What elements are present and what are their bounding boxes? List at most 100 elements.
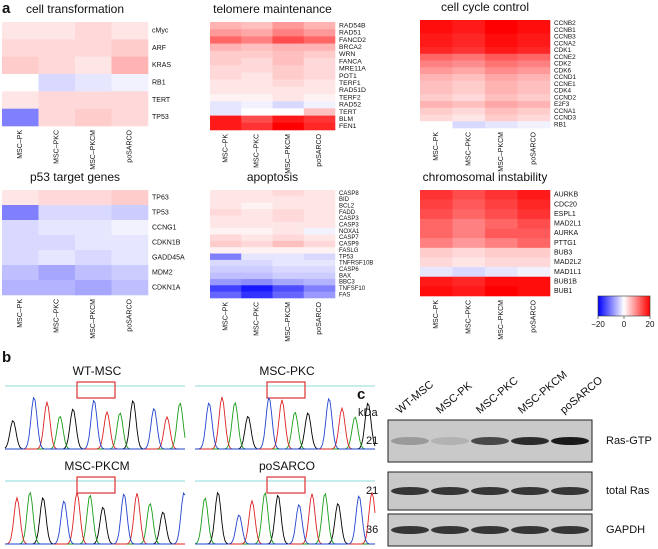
- heatmap-title: chromosomal instability: [423, 170, 548, 184]
- row-label: PTTG1: [554, 240, 577, 247]
- row-label: CDK2: [554, 61, 572, 68]
- heatmap-cell: [210, 272, 242, 280]
- heatmap-cell: [272, 94, 305, 102]
- column-label: poSARCO: [316, 301, 323, 334]
- heatmap-cell: [485, 114, 518, 122]
- heatmap-cell: [517, 247, 551, 258]
- row-label: CDK1: [554, 47, 572, 54]
- heatmap-cell: [517, 94, 551, 102]
- row-label: CCND3: [554, 115, 577, 122]
- row-label: CDK6: [554, 67, 572, 74]
- heatmap-cell: [210, 202, 242, 210]
- heatmap-cell: [452, 60, 486, 68]
- row-label: BAX: [339, 273, 351, 279]
- heatmap-cell: [272, 228, 305, 235]
- band: [471, 526, 509, 534]
- heatmap-cell: [303, 228, 336, 235]
- heatmap-cell: [517, 20, 551, 28]
- heatmap-cell: [517, 53, 551, 61]
- row-label: CCNG1: [152, 224, 177, 231]
- heatmap-cell: [272, 285, 305, 292]
- heatmap-cell: [420, 114, 453, 122]
- heatmap-cell: [420, 267, 453, 278]
- heatmap-cell: [420, 74, 453, 82]
- heatmap-cell: [452, 121, 486, 129]
- heatmap-cell: [517, 209, 551, 220]
- heatmap-cell: [517, 40, 551, 48]
- heatmap-cell: [517, 114, 551, 122]
- trace-title: MSC-PKC: [259, 364, 315, 378]
- row-label: CDKN1A: [152, 284, 181, 291]
- column-label: MSC–PKCM: [90, 299, 97, 339]
- trace: [5, 491, 186, 545]
- heatmap-cell: [38, 280, 76, 296]
- heatmap-cell: [420, 238, 453, 249]
- heatmap-cell: [272, 247, 305, 254]
- heatmap-cell: [452, 218, 486, 229]
- row-label: WRN: [339, 51, 355, 58]
- band: [431, 487, 469, 495]
- row-label: CASP3: [339, 223, 359, 229]
- heatmap-cell: [485, 228, 518, 239]
- heatmap-cell: [210, 209, 242, 216]
- heatmap-cell: [517, 276, 551, 287]
- heatmap-cell: [241, 278, 273, 286]
- mw-label: 21: [366, 485, 378, 497]
- heatmap-cell: [210, 108, 242, 116]
- row-label: CASP3: [339, 216, 359, 222]
- blot-label: GAPDH: [606, 524, 645, 536]
- heatmap-cell: [420, 60, 453, 68]
- column-label: MSC–PKCM: [285, 134, 292, 174]
- heatmap-cell: [111, 250, 149, 266]
- row-label: ESPL1: [554, 211, 576, 218]
- blot-label: total Ras: [606, 485, 650, 497]
- heatmap-cell: [241, 240, 273, 248]
- heatmap-cell: [241, 259, 273, 267]
- heatmap-cell: [272, 86, 305, 95]
- heatmap-cell: [452, 26, 486, 34]
- heatmap-cell: [420, 94, 453, 102]
- row-label: TERT: [339, 109, 358, 116]
- row-label: CCNB3: [554, 34, 576, 41]
- heatmap-cell: [303, 101, 336, 109]
- heatmap-cell: [272, 115, 305, 124]
- row-label: RB1: [152, 80, 166, 87]
- row-label: CCNE1: [554, 81, 576, 88]
- heatmap-cell: [303, 72, 336, 80]
- heatmap-cell: [241, 272, 273, 280]
- row-label: CCNB1: [554, 27, 576, 34]
- heatmap-cell: [272, 65, 305, 73]
- heatmap-cell: [485, 218, 518, 229]
- row-label: cMyc: [152, 28, 169, 35]
- heatmap-cell: [452, 20, 486, 28]
- heatmap-cell: [241, 202, 273, 210]
- row-label: TERT: [152, 97, 171, 104]
- heatmap-cell: [241, 50, 273, 59]
- heatmap-cell: [75, 280, 112, 296]
- heatmap-cell: [452, 107, 486, 115]
- row-label: BRCA2: [339, 44, 362, 51]
- heatmap-cell: [303, 36, 336, 44]
- row-label: E2F3: [554, 101, 570, 108]
- band: [391, 437, 429, 445]
- trace: [5, 396, 185, 450]
- heatmap-cell: [272, 291, 305, 299]
- row-label: AURKA: [554, 230, 578, 237]
- row-label: BID: [339, 197, 350, 203]
- row-label: FANCA: [339, 58, 362, 65]
- band: [431, 526, 469, 534]
- heatmap-cell: [241, 29, 273, 37]
- heatmap-cell: [485, 94, 518, 102]
- band: [551, 437, 589, 445]
- heatmap-cell: [38, 22, 76, 40]
- heatmap-cell: [303, 79, 336, 88]
- heatmap-cell: [210, 72, 242, 80]
- heatmap-cell: [303, 234, 336, 242]
- row-label: BBC3: [339, 280, 355, 286]
- heatmap-cell: [38, 56, 76, 75]
- heatmap-cell: [38, 265, 76, 281]
- heatmap-cell: [420, 218, 453, 229]
- heatmap-cell: [517, 286, 551, 297]
- codon-box: [76, 476, 116, 494]
